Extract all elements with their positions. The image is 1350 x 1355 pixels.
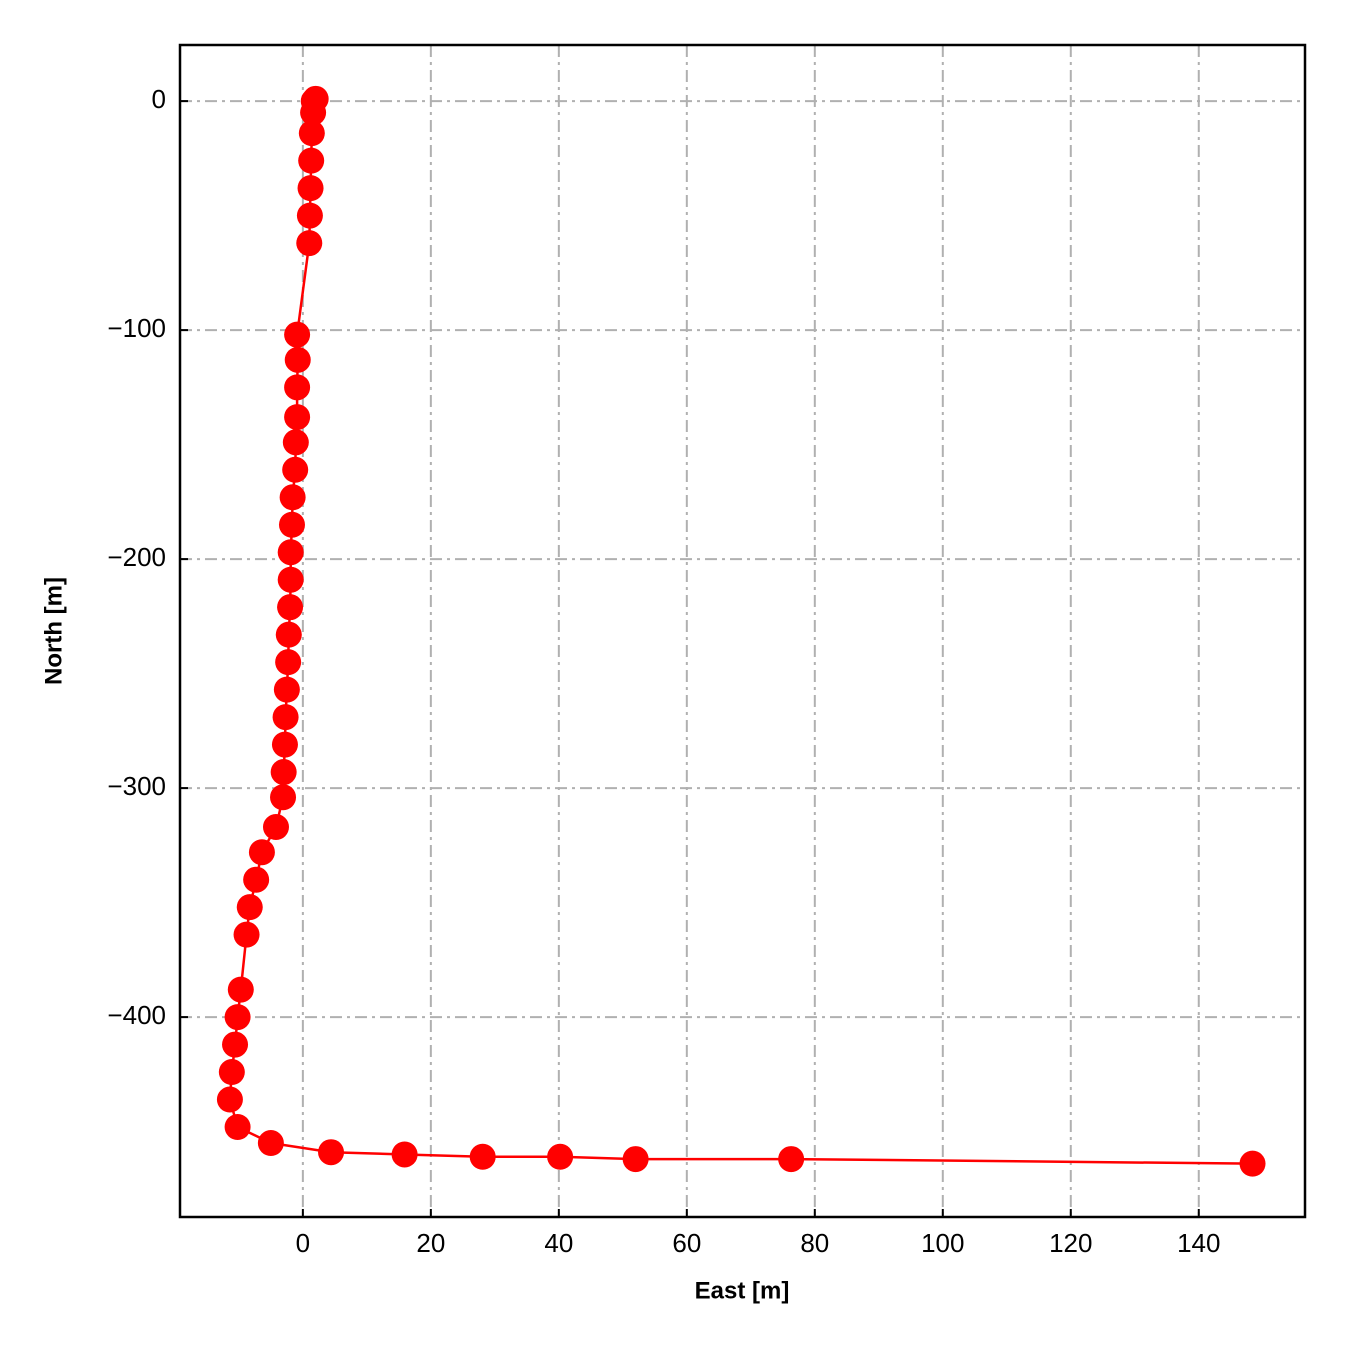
marker: [469, 1143, 496, 1170]
x-tick-label: 0: [296, 1228, 310, 1258]
marker: [275, 649, 302, 676]
marker: [282, 456, 309, 483]
plot-frame: [178, 43, 1307, 1219]
marker: [778, 1146, 805, 1173]
marker: [296, 230, 323, 257]
y-tick-label: −400: [107, 1000, 166, 1030]
x-tick-label: 20: [416, 1228, 445, 1258]
marker: [277, 539, 304, 566]
marker: [257, 1130, 284, 1157]
x-axis-label: East [m]: [695, 1277, 790, 1304]
marker: [218, 1059, 245, 1086]
marker: [248, 839, 275, 866]
y-tick-label: −200: [107, 542, 166, 572]
y-tick-label: 0: [152, 84, 166, 114]
marker: [1239, 1150, 1266, 1177]
marker: [216, 1086, 243, 1113]
marker: [279, 484, 306, 511]
line: [228, 98, 1253, 1165]
marker: [262, 814, 289, 841]
y-tick-label: −300: [107, 771, 166, 801]
marker: [227, 976, 254, 1003]
marker: [297, 175, 324, 202]
marker: [282, 429, 309, 456]
marker: [622, 1146, 649, 1173]
marker: [278, 511, 305, 538]
marker: [300, 99, 327, 126]
marker: [296, 202, 323, 229]
x-tick-label: 100: [921, 1228, 964, 1258]
x-tick-label: 40: [544, 1228, 573, 1258]
marker: [277, 594, 304, 621]
marker: [222, 1031, 249, 1058]
marker: [243, 866, 270, 893]
marker: [273, 676, 300, 703]
marker: [224, 1004, 251, 1031]
x-tick-label: 60: [672, 1228, 701, 1258]
marker: [277, 566, 304, 593]
marker: [284, 374, 311, 401]
marker: [284, 404, 311, 431]
marker: [270, 759, 297, 786]
marker: [236, 894, 263, 921]
y-tick-label: −100: [107, 313, 166, 343]
marker: [271, 731, 298, 758]
x-tick-label: 80: [800, 1228, 829, 1258]
marker: [224, 1114, 251, 1141]
marker: [318, 1139, 345, 1166]
marker: [284, 346, 311, 373]
marker: [298, 147, 325, 174]
marker: [547, 1143, 574, 1170]
marker: [272, 704, 299, 731]
marker: [391, 1141, 418, 1168]
marker: [275, 621, 302, 648]
marker: [233, 921, 260, 948]
y-axis-label: North [m]: [40, 577, 67, 685]
marker: [270, 784, 297, 811]
x-tick-label: 120: [1049, 1228, 1092, 1258]
marker: [298, 120, 325, 147]
x-tick-label: 140: [1177, 1228, 1220, 1258]
marker: [284, 321, 311, 348]
